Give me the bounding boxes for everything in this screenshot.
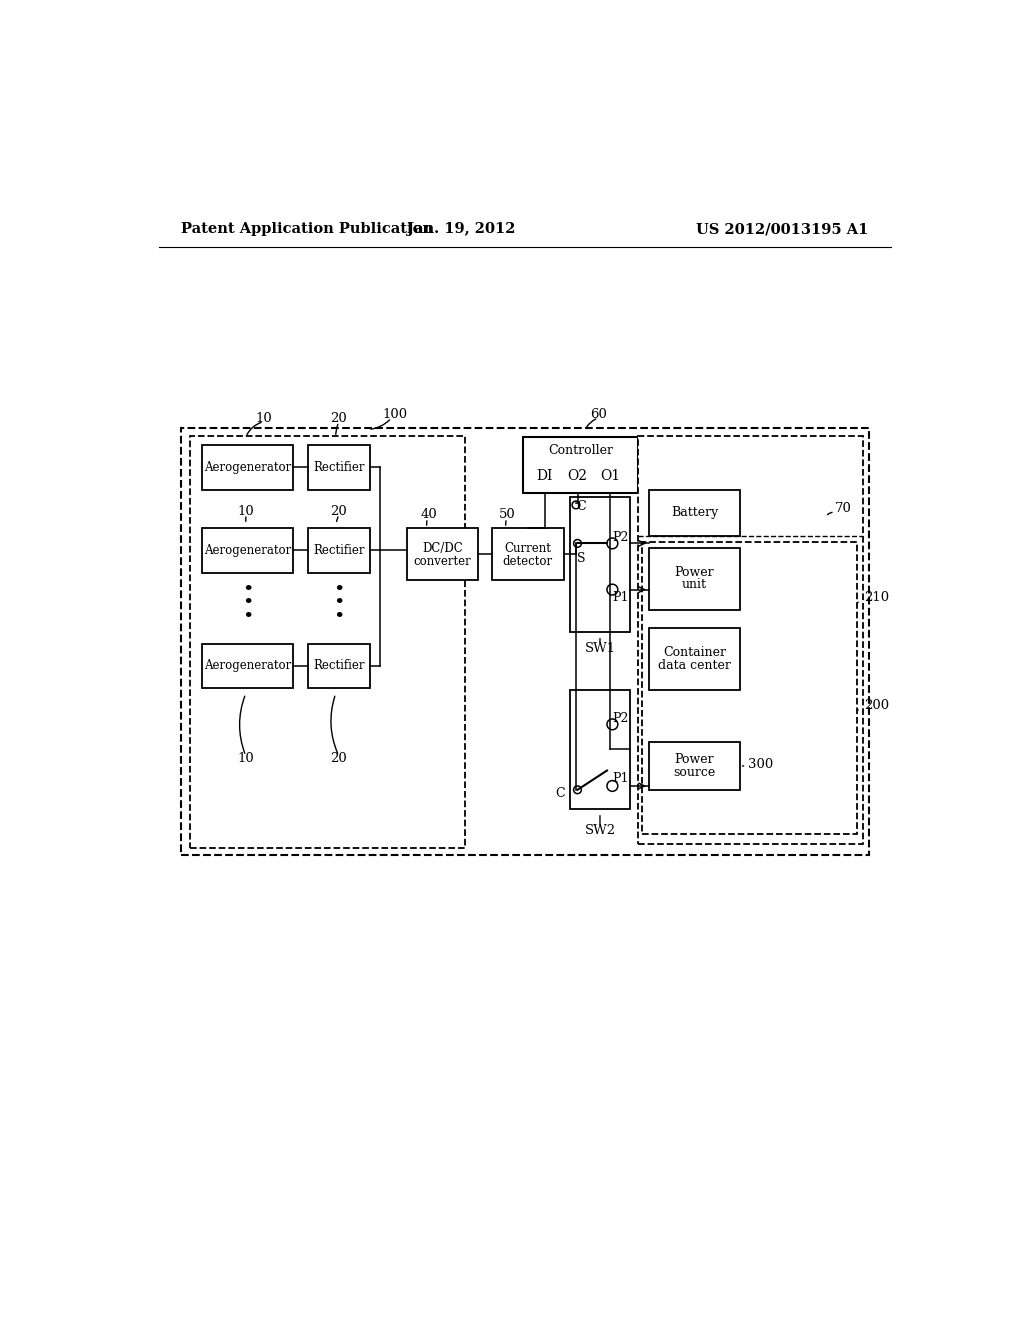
Text: Rectifier: Rectifier (313, 544, 365, 557)
Text: O1: O1 (600, 469, 621, 483)
Text: P1: P1 (612, 591, 629, 603)
Text: Aerogenerator: Aerogenerator (204, 461, 291, 474)
Text: 70: 70 (835, 502, 852, 515)
Text: 100: 100 (383, 408, 408, 421)
Text: 60: 60 (590, 408, 607, 421)
Bar (308, 528, 370, 573)
Bar (308, 644, 370, 688)
Text: data center: data center (658, 659, 731, 672)
Text: P1: P1 (612, 772, 629, 785)
Text: converter: converter (414, 554, 471, 568)
Bar (493, 528, 563, 581)
Text: Power: Power (675, 754, 715, 767)
Text: SW1: SW1 (585, 643, 615, 656)
Bar (569, 498, 630, 632)
Text: Jan. 19, 2012: Jan. 19, 2012 (407, 222, 515, 236)
Bar (202, 528, 293, 573)
Text: Controller: Controller (548, 445, 613, 458)
Text: P2: P2 (612, 713, 629, 726)
Text: S: S (578, 552, 586, 565)
Bar (649, 490, 740, 536)
Text: Aerogenerator: Aerogenerator (204, 659, 291, 672)
Text: Patent Application Publication: Patent Application Publication (180, 222, 433, 236)
Text: DC/DC: DC/DC (422, 543, 463, 556)
Bar (202, 445, 293, 490)
Text: Aerogenerator: Aerogenerator (204, 544, 291, 557)
Text: detector: detector (503, 554, 553, 568)
Text: 20: 20 (331, 504, 347, 517)
Text: SW2: SW2 (585, 824, 615, 837)
Bar (180, 428, 869, 855)
Text: 40: 40 (420, 508, 437, 521)
Bar (523, 437, 638, 492)
Text: •: • (242, 594, 253, 612)
Text: 10: 10 (255, 412, 272, 425)
Text: Power: Power (675, 566, 715, 579)
Bar (202, 644, 293, 688)
Bar (649, 742, 740, 789)
Text: Current: Current (505, 543, 551, 556)
Text: •: • (333, 581, 344, 598)
Text: 20: 20 (331, 752, 347, 766)
Text: 200: 200 (864, 698, 890, 711)
Text: 50: 50 (500, 508, 516, 521)
Bar (649, 548, 740, 610)
Text: 20: 20 (331, 412, 347, 425)
Bar (642, 543, 857, 834)
Bar (649, 628, 740, 689)
Text: unit: unit (682, 578, 707, 591)
Bar (190, 436, 465, 847)
Text: •: • (333, 609, 344, 626)
Text: C: C (575, 500, 586, 513)
Text: O2: O2 (567, 469, 588, 483)
Text: •: • (333, 594, 344, 612)
Bar (407, 528, 478, 581)
Text: Rectifier: Rectifier (313, 461, 365, 474)
Bar (638, 436, 862, 843)
Text: source: source (674, 766, 716, 779)
Text: Rectifier: Rectifier (313, 659, 365, 672)
Text: •: • (242, 581, 253, 598)
Bar (569, 689, 630, 809)
Text: 210: 210 (864, 591, 890, 603)
Text: 300: 300 (748, 758, 773, 771)
Text: DI: DI (537, 469, 553, 483)
Text: Battery: Battery (671, 506, 718, 519)
Text: 10: 10 (238, 752, 254, 766)
Text: US 2012/0013195 A1: US 2012/0013195 A1 (695, 222, 868, 236)
Text: 10: 10 (238, 504, 254, 517)
Text: •: • (242, 609, 253, 626)
Text: P2: P2 (612, 531, 629, 544)
Text: C: C (556, 787, 565, 800)
Text: Container: Container (663, 647, 726, 659)
Bar (308, 445, 370, 490)
